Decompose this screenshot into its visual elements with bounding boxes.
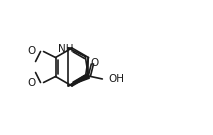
Text: O: O	[27, 45, 36, 55]
Text: NH: NH	[58, 44, 73, 54]
Text: O: O	[27, 78, 36, 89]
Text: OH: OH	[108, 74, 124, 84]
Text: O: O	[90, 58, 98, 68]
Polygon shape	[68, 74, 89, 86]
